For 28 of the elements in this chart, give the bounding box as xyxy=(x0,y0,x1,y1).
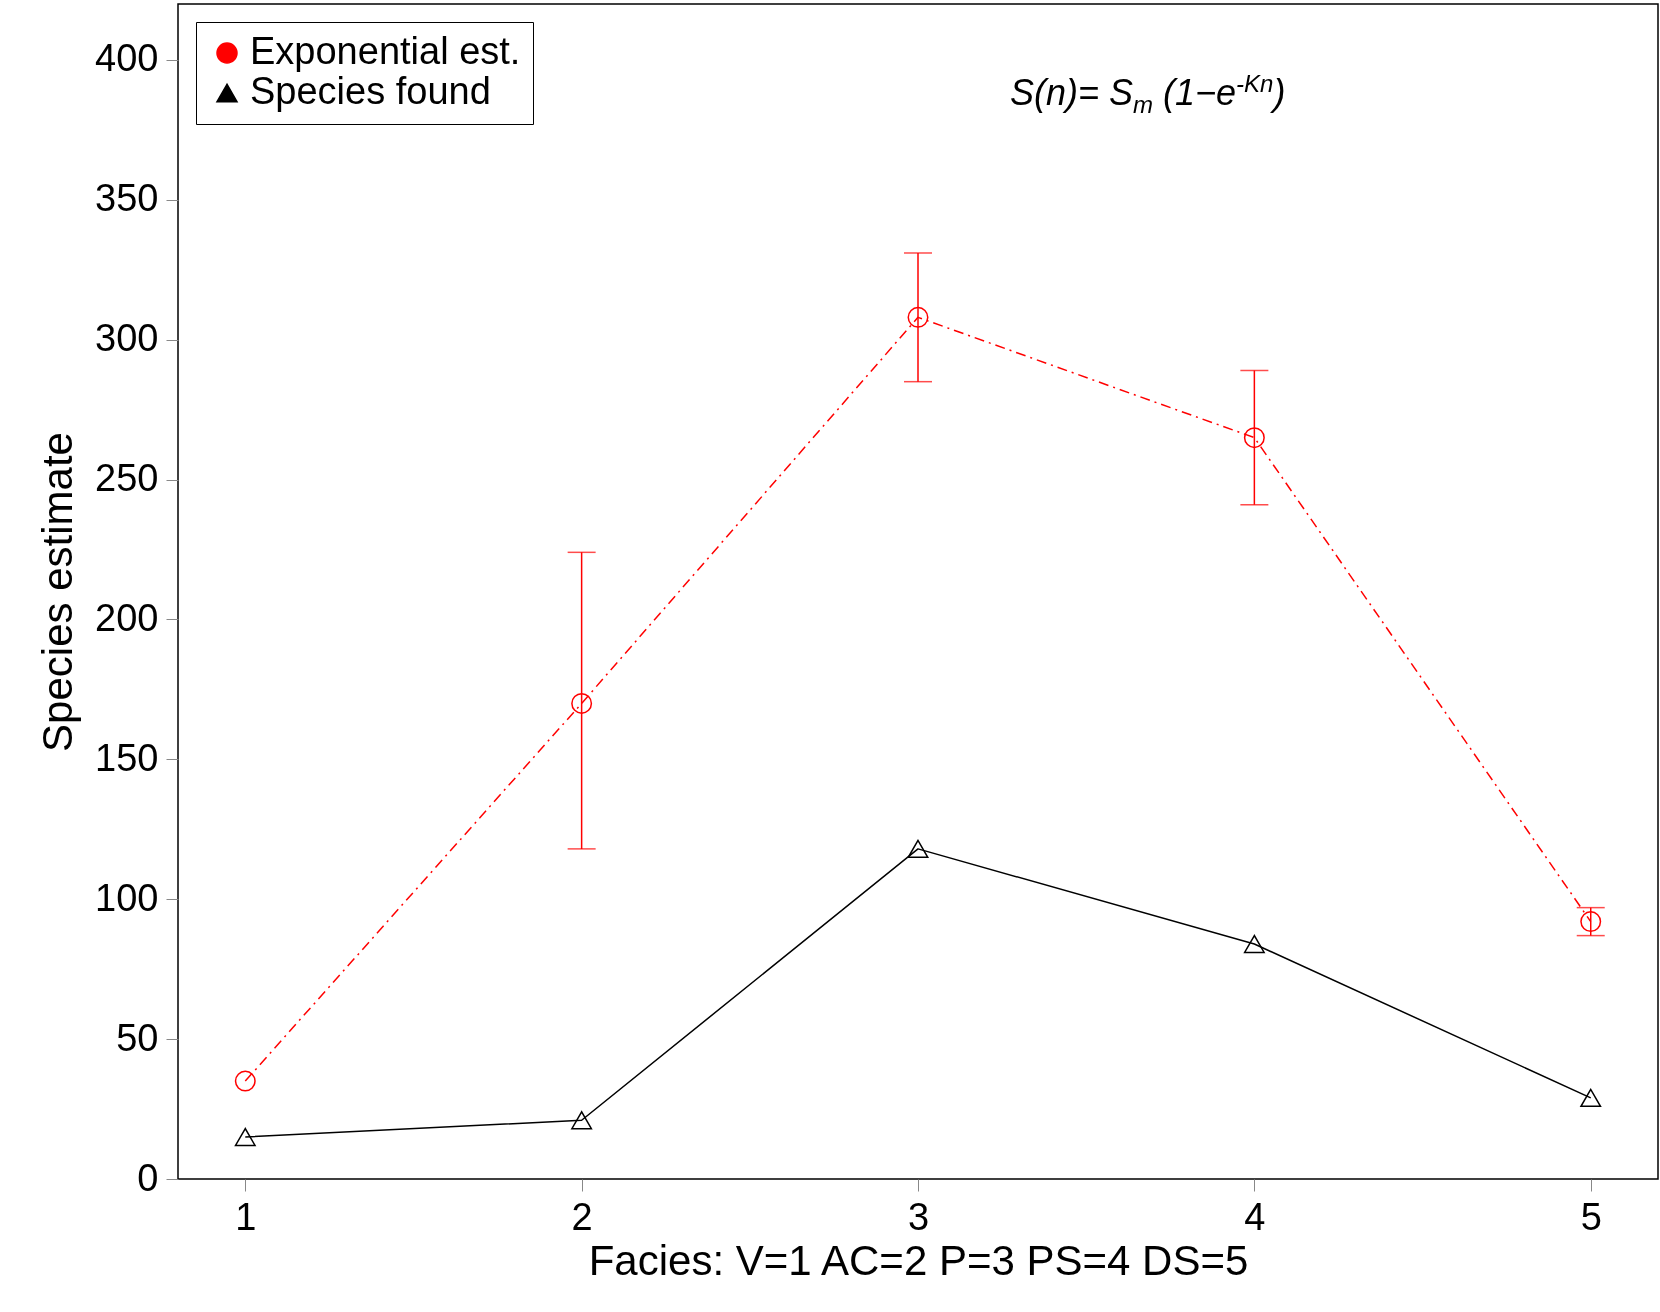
point xyxy=(1243,934,1265,954)
x-axis-title: Facies: V=1 AC=2 P=3 PS=4 DS=5 xyxy=(588,1236,1249,1284)
point xyxy=(1580,1088,1602,1108)
x-tick-label: 3 xyxy=(907,1195,930,1238)
point xyxy=(234,1127,256,1147)
y-tick-label: 250 xyxy=(95,457,159,500)
y-tick-label: 400 xyxy=(95,37,159,80)
y-tick-label: 150 xyxy=(95,736,159,779)
point xyxy=(571,1111,593,1130)
point xyxy=(907,839,929,859)
y-tick-label: 200 xyxy=(95,596,159,639)
legend-label: Exponential est. xyxy=(250,30,521,72)
point xyxy=(907,306,929,328)
x-tick-label: 1 xyxy=(235,1195,257,1238)
y-tick-label: 100 xyxy=(95,876,159,919)
y-tick-label: 350 xyxy=(95,177,159,220)
x-tick-label: 4 xyxy=(1244,1195,1266,1238)
y-axis-title: Species estimate xyxy=(34,432,82,752)
x-tick-label: 5 xyxy=(1580,1195,1602,1238)
y-tick-label: 300 xyxy=(95,317,159,360)
point xyxy=(1580,911,1602,933)
annotation: S(n)= S$_{m}$ (1−e$^{-Kn}$) xyxy=(1010,70,1286,120)
point xyxy=(571,692,593,714)
x-tick-label: 2 xyxy=(571,1195,593,1238)
y-tick-label: 50 xyxy=(116,1016,159,1059)
point xyxy=(1243,427,1265,449)
y-tick-label: 0 xyxy=(137,1156,159,1199)
point xyxy=(234,1070,256,1092)
